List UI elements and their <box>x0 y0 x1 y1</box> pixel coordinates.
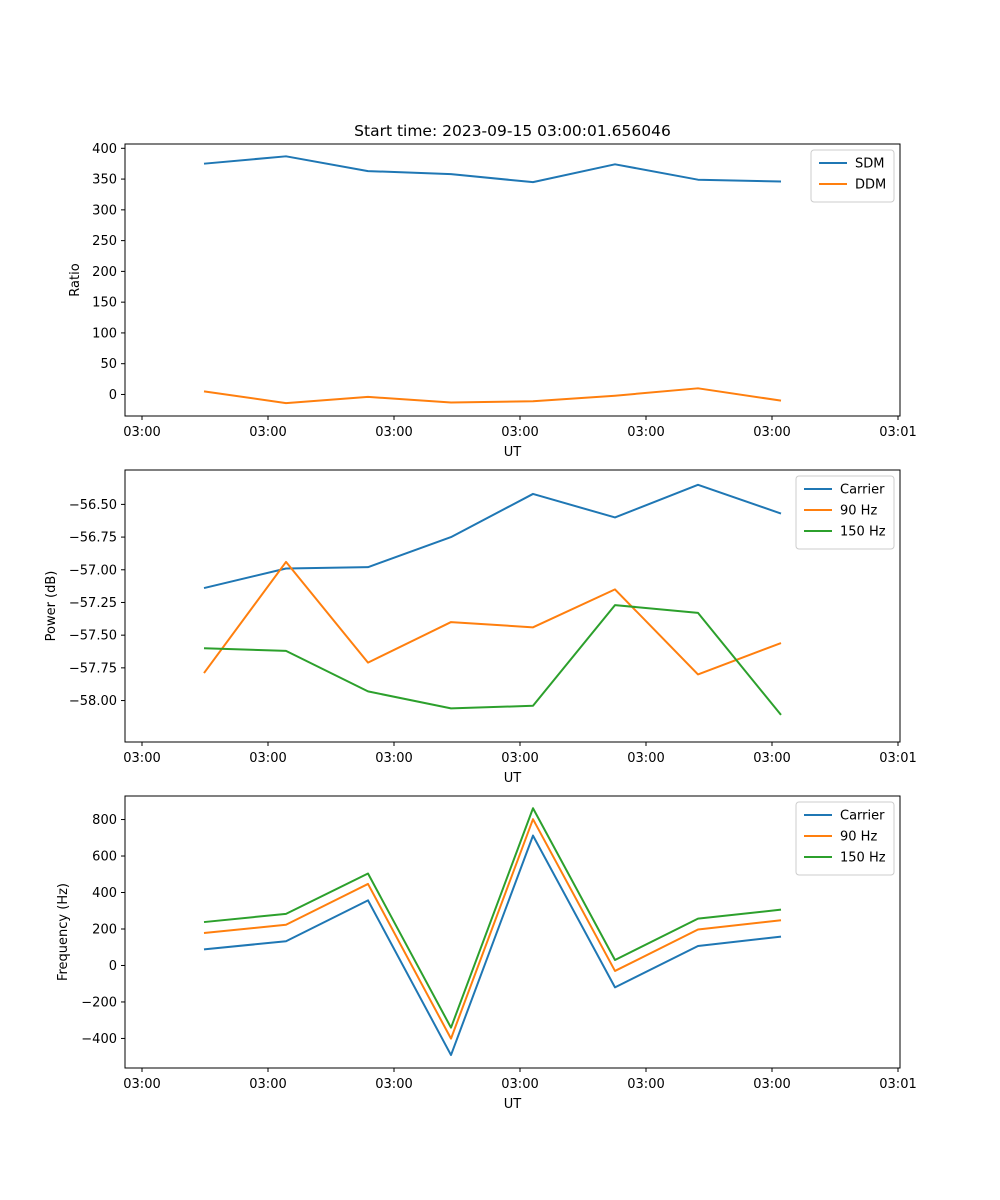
y-tick-label: −57.50 <box>69 629 117 644</box>
y-tick-label: 100 <box>92 326 117 341</box>
x-tick-label: 03:01 <box>879 425 916 440</box>
plot-frame <box>124 469 901 743</box>
legend: Carrier 90 Hz 150 Hz <box>795 801 895 876</box>
x-tick-label: 03:00 <box>123 751 160 766</box>
y-tick-label: 350 <box>92 173 117 188</box>
y-tick-label: −57.25 <box>69 596 117 611</box>
legend-label: DDM <box>855 178 886 193</box>
y-tick-label: 50 <box>100 357 117 372</box>
y-tick-label: 150 <box>92 296 117 311</box>
y-tick-label: −57.00 <box>69 563 117 578</box>
y-tick-label: −56.75 <box>69 531 117 546</box>
x-tick-label: 03:00 <box>753 751 790 766</box>
x-tick-label: 03:00 <box>501 751 538 766</box>
x-tick-label: 03:00 <box>375 1077 412 1092</box>
y-tick-label: 200 <box>92 265 117 280</box>
y-tick-label: 400 <box>92 142 117 157</box>
y-tick-label: −57.75 <box>69 661 117 676</box>
x-tick-label: 03:00 <box>375 425 412 440</box>
x-tick-label: 03:01 <box>879 1077 916 1092</box>
series-line-carrier <box>203 834 782 1057</box>
y-tick-label: 200 <box>92 922 117 937</box>
y-tick-label: −56.50 <box>69 498 117 513</box>
x-tick-label: 03:00 <box>627 425 664 440</box>
legend-label: 150 Hz <box>840 525 886 540</box>
chart-title: Start time: 2023-09-15 03:00:01.656046 <box>354 122 671 140</box>
series-line-90-hz <box>203 560 782 676</box>
y-tick-label: −58.00 <box>69 694 117 709</box>
series-line-150-hz <box>203 604 782 716</box>
legend-label: SDM <box>855 157 884 172</box>
x-tick-label: 03:01 <box>879 751 916 766</box>
x-tick-label: 03:00 <box>753 425 790 440</box>
y-tick-label: 800 <box>92 813 117 828</box>
x-tick-label: 03:00 <box>123 1077 160 1092</box>
legend-label: 90 Hz <box>840 830 877 845</box>
x-tick-label: 03:00 <box>753 1077 790 1092</box>
x-tick-label: 03:00 <box>249 1077 286 1092</box>
chart-panel-2: −58.00 −57.75 −57.50 −57.25 −57.00 −56.75 −56.… <box>44 469 917 786</box>
chart-panel-1: Start time: 2023-09-15 03:00:01.656046 0 5… <box>68 122 917 460</box>
series-line-90-hz <box>203 818 782 1040</box>
y-tick-label: −400 <box>81 1032 117 1047</box>
x-tick-label: 03:00 <box>123 425 160 440</box>
series-line-carrier <box>203 483 782 590</box>
series-line-sdm <box>203 155 782 184</box>
x-axis-label: UT <box>504 1097 522 1112</box>
y-axis-label: Power (dB) <box>44 571 59 642</box>
x-tick-label: 03:00 <box>501 425 538 440</box>
y-axis-label: Ratio <box>68 263 83 296</box>
x-axis-label: UT <box>504 445 522 460</box>
legend-label: 90 Hz <box>840 504 877 519</box>
y-tick-label: 0 <box>109 959 117 974</box>
x-axis-label: UT <box>504 771 522 786</box>
plot-frame <box>124 795 901 1069</box>
plot-frame <box>124 143 901 417</box>
y-tick-label: 300 <box>92 203 117 218</box>
y-tick-label: 600 <box>92 850 117 865</box>
legend-label: Carrier <box>840 483 885 498</box>
y-tick-label: 400 <box>92 886 117 901</box>
x-tick-label: 03:00 <box>249 425 286 440</box>
legend-label: 150 Hz <box>840 851 886 866</box>
x-tick-label: 03:00 <box>627 1077 664 1092</box>
y-tick-label: −200 <box>81 995 117 1010</box>
y-tick-label: 250 <box>92 234 117 249</box>
y-axis-label: Frequency (Hz) <box>56 883 71 981</box>
x-tick-label: 03:00 <box>627 751 664 766</box>
legend: SDM DDM <box>810 149 895 203</box>
series-line-150-hz <box>203 807 782 1029</box>
x-tick-label: 03:00 <box>501 1077 538 1092</box>
chart-panel-3: −400 −200 0 200 400 600 800 03:00 03:00 03:00 03:0… <box>56 795 917 1112</box>
legend: Carrier 90 Hz 150 Hz <box>795 475 895 550</box>
x-tick-label: 03:00 <box>375 751 412 766</box>
series-line-ddm <box>203 387 782 405</box>
y-tick-label: 0 <box>109 388 117 403</box>
x-tick-label: 03:00 <box>249 751 286 766</box>
legend-label: Carrier <box>840 809 885 824</box>
